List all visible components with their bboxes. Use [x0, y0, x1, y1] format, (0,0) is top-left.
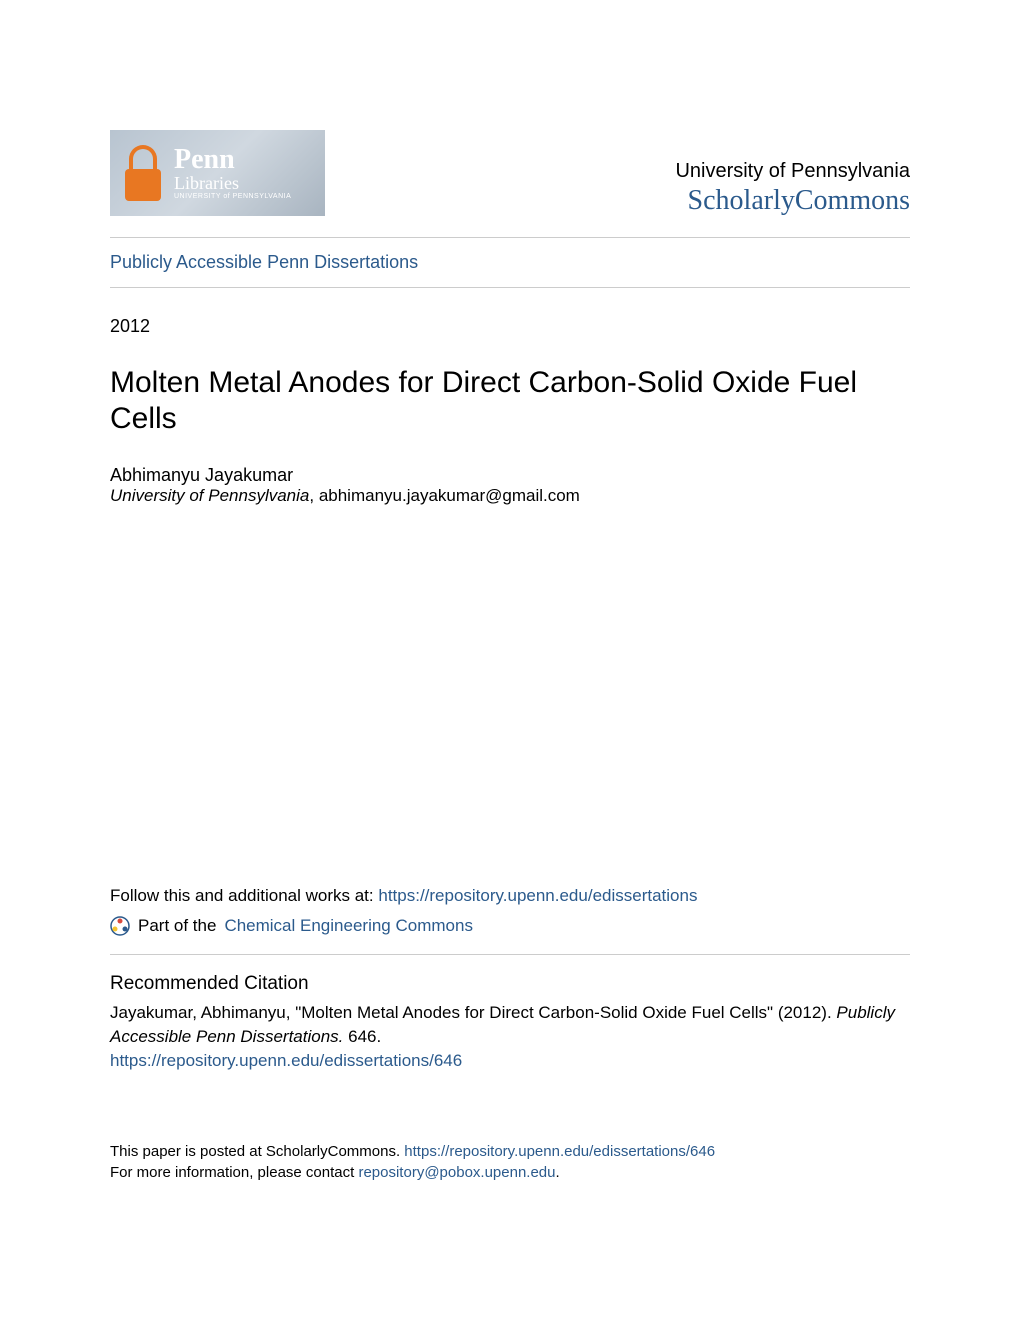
- publication-year: 2012: [110, 316, 910, 337]
- breadcrumb: Publicly Accessible Penn Dissertations: [110, 238, 910, 287]
- collection-link[interactable]: Publicly Accessible Penn Dissertations: [110, 252, 418, 272]
- footer-contact-email[interactable]: repository@pobox.upenn.edu: [358, 1164, 555, 1181]
- footer-line1: This paper is posted at ScholarlyCommons…: [110, 1141, 910, 1162]
- citation-url[interactable]: https://repository.upenn.edu/edissertati…: [110, 1051, 910, 1071]
- footer-item-url[interactable]: https://repository.upenn.edu/edissertati…: [404, 1143, 715, 1160]
- citation-text: Jayakumar, Abhimanyu, "Molten Metal Anod…: [110, 1001, 910, 1049]
- logo-sub-label: UNIVERSITY of PENNSYLVANIA: [174, 193, 291, 200]
- university-name: University of Pennsylvania: [675, 160, 910, 183]
- divider: [110, 287, 910, 288]
- author-email: , abhimanyu.jayakumar@gmail.com: [309, 486, 579, 505]
- footer-line2-prefix: For more information, please contact: [110, 1164, 358, 1181]
- page-container: Penn Libraries UNIVERSITY of PENNSYLVANI…: [0, 0, 1020, 1243]
- header: Penn Libraries UNIVERSITY of PENNSYLVANI…: [110, 130, 910, 217]
- citation-number: 646.: [343, 1027, 381, 1046]
- paper-title: Molten Metal Anodes for Direct Carbon-So…: [110, 365, 910, 437]
- affiliation-text: University of Pennsylvania: [110, 486, 309, 505]
- part-of-section: Part of the Chemical Engineering Commons: [110, 916, 910, 936]
- footer-line2: For more information, please contact rep…: [110, 1162, 910, 1183]
- logo-penn-label: Penn: [174, 146, 291, 174]
- partof-prefix: Part of the: [138, 916, 216, 936]
- spacer: [110, 506, 910, 886]
- citation-section: Recommended Citation Jayakumar, Abhimany…: [110, 973, 910, 1071]
- open-lock-icon: [122, 145, 164, 201]
- penn-libraries-logo[interactable]: Penn Libraries UNIVERSITY of PENNSYLVANI…: [110, 130, 325, 216]
- citation-heading: Recommended Citation: [110, 973, 910, 995]
- divider: [110, 954, 910, 955]
- follow-prefix: Follow this and additional works at:: [110, 886, 378, 905]
- logo-text: Penn Libraries UNIVERSITY of PENNSYLVANI…: [174, 146, 291, 201]
- repository-name[interactable]: ScholarlyCommons: [675, 185, 910, 217]
- footer-line2-suffix: .: [555, 1164, 559, 1181]
- footer: This paper is posted at ScholarlyCommons…: [110, 1141, 910, 1183]
- footer-line1-prefix: This paper is posted at ScholarlyCommons…: [110, 1143, 404, 1160]
- author-affiliation: University of Pennsylvania, abhimanyu.ja…: [110, 486, 910, 506]
- logo-libraries-label: Libraries: [174, 174, 291, 194]
- author-name: Abhimanyu Jayakumar: [110, 465, 910, 486]
- citation-line1: Jayakumar, Abhimanyu, "Molten Metal Anod…: [110, 1003, 836, 1022]
- subject-link[interactable]: Chemical Engineering Commons: [224, 916, 473, 936]
- header-right: University of Pennsylvania ScholarlyComm…: [675, 130, 910, 217]
- follow-works: Follow this and additional works at: htt…: [110, 886, 910, 906]
- network-icon: [110, 916, 130, 936]
- follow-link[interactable]: https://repository.upenn.edu/edissertati…: [378, 886, 697, 905]
